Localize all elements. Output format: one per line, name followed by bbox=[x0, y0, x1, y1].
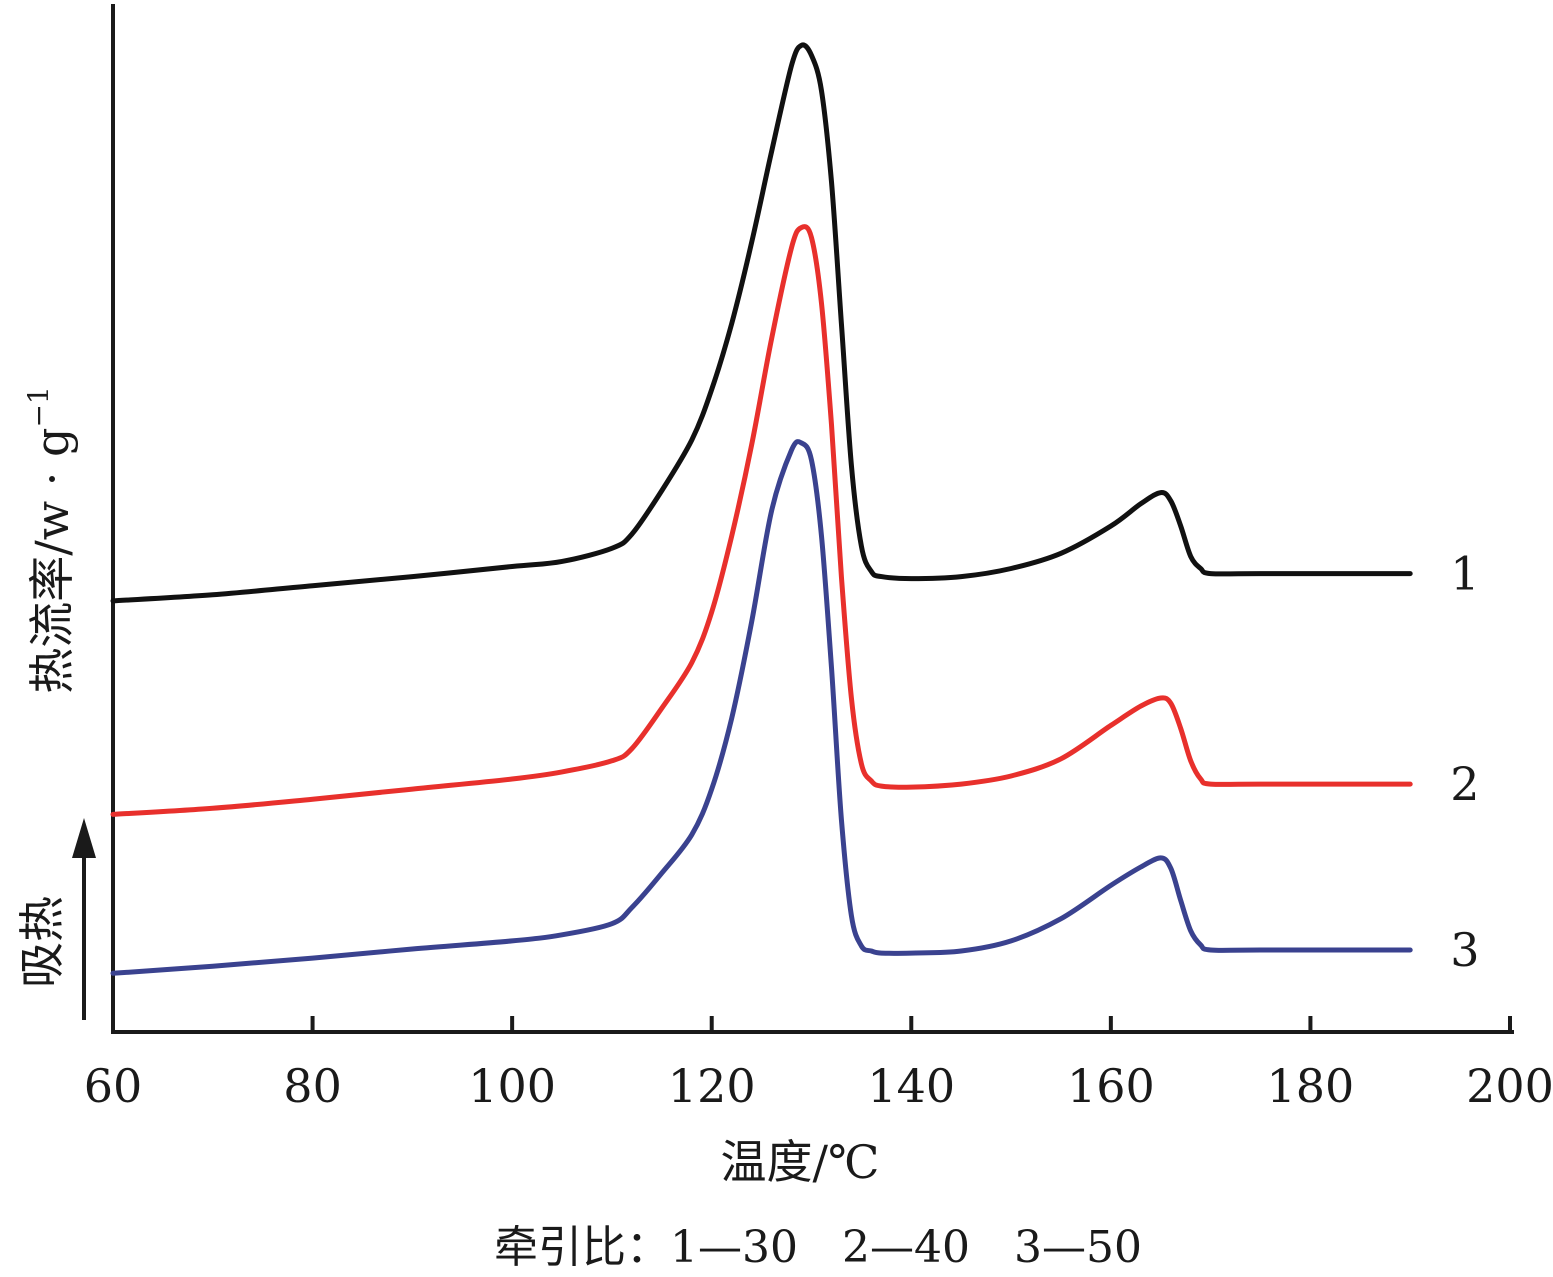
draw-ratio-caption: 牵引比：1—30 2—40 3—50 bbox=[494, 1222, 1142, 1273]
curve-labels: 1 2 3 bbox=[1450, 547, 1479, 977]
x-tick-label-80: 80 bbox=[283, 1059, 342, 1113]
x-tick-label-200: 200 bbox=[1466, 1059, 1553, 1113]
series-line-1 bbox=[110, 42, 1413, 604]
x-tick-labels: 60 80 100 120 140 160 180 200 bbox=[84, 1059, 1553, 1113]
x-axis-title: 温度/℃ bbox=[721, 1135, 880, 1189]
x-tick-label-60: 60 bbox=[84, 1059, 143, 1113]
x-ticks bbox=[310, 1016, 1512, 1032]
y-axis-title-unit: w · g bbox=[25, 428, 79, 541]
series-line-3 bbox=[110, 439, 1413, 976]
endotherm-arrow-icon bbox=[72, 818, 96, 858]
endotherm-label: 吸热 bbox=[15, 896, 69, 988]
y-axis-title-exponent: −1 bbox=[22, 386, 55, 427]
series-label-3: 3 bbox=[1450, 923, 1479, 977]
series-label-2: 2 bbox=[1450, 757, 1479, 811]
x-tick-label-180: 180 bbox=[1267, 1059, 1355, 1113]
y-axis-title-main: 热流率/ bbox=[25, 540, 79, 694]
x-tick-label-140: 140 bbox=[867, 1059, 955, 1113]
y-axis-title: 热流率/w · g−1 bbox=[22, 386, 79, 693]
x-tick-label-120: 120 bbox=[668, 1059, 756, 1113]
series-label-1: 1 bbox=[1450, 547, 1479, 601]
curves bbox=[110, 42, 1413, 976]
series-line-2 bbox=[110, 224, 1413, 817]
x-tick-label-160: 160 bbox=[1067, 1059, 1155, 1113]
x-tick-label-100: 100 bbox=[468, 1059, 556, 1113]
